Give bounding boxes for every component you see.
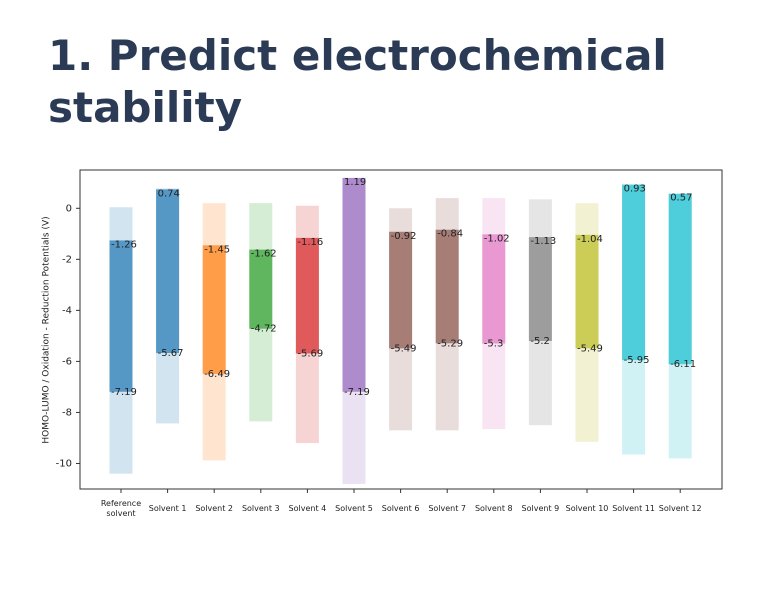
gap-bar bbox=[202, 245, 226, 374]
x-tick-label: Solvent 10 bbox=[565, 504, 609, 513]
upper-label: -1.16 bbox=[297, 237, 323, 248]
upper-label: -1.26 bbox=[111, 239, 137, 250]
y-tick-label: -4 bbox=[62, 305, 72, 316]
lower-label: -5.49 bbox=[577, 343, 603, 354]
lower-label: -7.19 bbox=[344, 387, 370, 398]
y-tick-label: -2 bbox=[62, 254, 72, 265]
gap-bar bbox=[249, 249, 273, 329]
x-tick-label: Solvent 7 bbox=[428, 504, 467, 513]
x-tick-label: Solvent 12 bbox=[658, 504, 702, 513]
lower-label: -5.49 bbox=[391, 343, 417, 354]
lower-label: -5.3 bbox=[484, 339, 504, 350]
gap-bar bbox=[342, 177, 366, 392]
x-tick-label: Solvent 6 bbox=[381, 504, 420, 513]
upper-label: -1.45 bbox=[204, 244, 230, 255]
y-tick-label: -10 bbox=[56, 458, 72, 469]
upper-label: 0.93 bbox=[624, 184, 646, 195]
x-tick-label: Solvent 5 bbox=[335, 504, 373, 513]
gap-bar bbox=[156, 189, 180, 353]
upper-label: 1.19 bbox=[344, 177, 366, 188]
lower-label: -6.11 bbox=[670, 359, 696, 370]
lower-label: -5.29 bbox=[437, 338, 463, 349]
gap-bar bbox=[435, 229, 459, 344]
x-tick-label: Solvent 1 bbox=[148, 504, 187, 513]
x-tick-label: Solvent 2 bbox=[195, 504, 234, 513]
gap-bar bbox=[622, 184, 646, 361]
x-tick-label: Solvent 4 bbox=[288, 504, 327, 513]
upper-label: -1.02 bbox=[484, 233, 510, 244]
upper-label: 0.57 bbox=[670, 193, 692, 204]
y-tick-label: 0 bbox=[66, 203, 72, 214]
gap-bar bbox=[295, 237, 319, 354]
upper-label: -1.04 bbox=[577, 234, 603, 245]
y-axis-label: HOMO-LUMO / Oxidation - Reduction Potent… bbox=[42, 216, 52, 443]
lower-label: -6.49 bbox=[204, 369, 230, 380]
y-tick-label: -8 bbox=[62, 407, 72, 418]
lower-label: -5.67 bbox=[158, 348, 184, 359]
lower-label: -5.95 bbox=[624, 355, 650, 366]
lower-label: -5.2 bbox=[530, 336, 550, 347]
upper-label: -1.62 bbox=[251, 249, 277, 260]
gap-bar bbox=[668, 193, 692, 365]
x-tick-label: Solvent 11 bbox=[612, 504, 655, 513]
x-tick-label: Solvent 9 bbox=[521, 504, 560, 513]
upper-label: -0.84 bbox=[437, 229, 463, 240]
lower-label: -7.19 bbox=[111, 387, 137, 398]
lower-label: -4.72 bbox=[251, 324, 277, 335]
y-tick-label: -6 bbox=[62, 356, 72, 367]
x-tick-label: Reference solvent bbox=[100, 499, 142, 518]
x-tick-label: Solvent 3 bbox=[241, 504, 280, 513]
x-tick-label: Solvent 8 bbox=[474, 504, 513, 513]
lower-label: -5.69 bbox=[297, 348, 323, 359]
slide-title: 1. Predict electrochemical stability bbox=[48, 31, 667, 132]
gap-bar bbox=[109, 240, 133, 392]
gap-bar bbox=[482, 234, 506, 344]
gap-bar bbox=[389, 231, 413, 349]
upper-label: -1.13 bbox=[530, 236, 556, 247]
upper-label: -0.92 bbox=[391, 231, 417, 242]
gap-bar bbox=[528, 237, 552, 341]
gap-bar bbox=[575, 234, 599, 349]
upper-label: 0.74 bbox=[158, 188, 180, 199]
